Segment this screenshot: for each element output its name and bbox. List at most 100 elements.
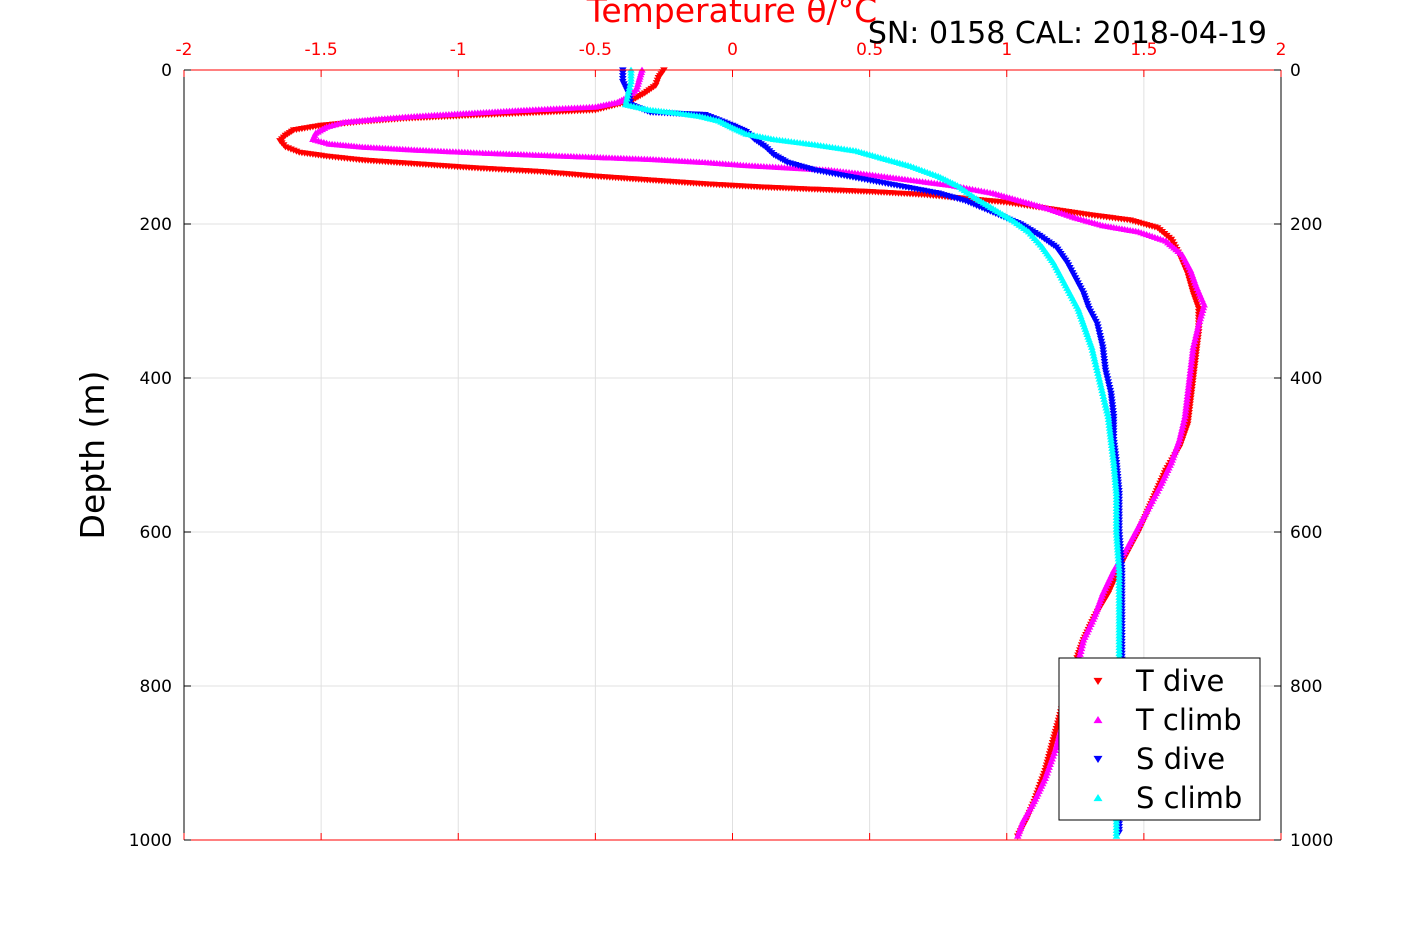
data-point xyxy=(1109,459,1118,466)
data-point xyxy=(623,92,632,99)
y-tick-label-left: 1000 xyxy=(129,831,172,851)
data-point xyxy=(1110,464,1119,471)
data-point xyxy=(1112,487,1121,494)
data-point xyxy=(1079,636,1088,643)
x-tick-label: -2 xyxy=(176,40,193,60)
data-point xyxy=(1112,531,1121,538)
legend-label: T climb xyxy=(1135,703,1242,737)
y-tick-label-right: 1000 xyxy=(1290,831,1333,851)
data-point xyxy=(1093,366,1102,373)
data-point xyxy=(1189,346,1197,353)
data-point xyxy=(1112,528,1121,535)
data-point xyxy=(1113,546,1122,553)
data-point xyxy=(1094,372,1103,379)
data-point xyxy=(1112,484,1120,491)
data-point xyxy=(1078,642,1086,649)
data-point xyxy=(1100,398,1109,405)
data-point xyxy=(623,95,631,102)
data-point xyxy=(1191,335,1200,342)
data-point xyxy=(1090,352,1098,359)
data-point xyxy=(1092,361,1100,368)
data-point xyxy=(1111,473,1119,480)
data-point xyxy=(1104,413,1113,420)
data-point xyxy=(1113,543,1122,550)
y-tick-label-left: 800 xyxy=(140,677,172,697)
data-point xyxy=(1114,549,1122,556)
legend-label: S dive xyxy=(1136,742,1225,776)
data-point xyxy=(1177,427,1186,434)
data-point xyxy=(1113,537,1121,544)
data-point xyxy=(1092,363,1101,371)
data-point xyxy=(1108,444,1116,451)
data-point xyxy=(1178,424,1187,431)
data-point xyxy=(1106,430,1115,437)
y-tick-label-right: 400 xyxy=(1290,369,1322,389)
data-point xyxy=(1013,832,1022,839)
x-axis-title: Temperature θ/°C xyxy=(586,0,877,30)
data-point xyxy=(1115,564,1123,571)
data-point xyxy=(1090,355,1099,362)
y-tick-label-left: 200 xyxy=(140,215,172,235)
data-point xyxy=(1182,404,1190,411)
data-point xyxy=(1107,439,1116,446)
data-point xyxy=(1186,372,1194,379)
data-point xyxy=(1109,456,1118,463)
data-point xyxy=(1095,375,1104,382)
y-axis-title: Depth (m) xyxy=(73,371,112,540)
data-series xyxy=(276,66,1209,840)
y-tick-label-right: 200 xyxy=(1290,215,1322,235)
legend-marker xyxy=(1093,715,1103,724)
data-point xyxy=(1194,323,1202,330)
x-tick-label: 1.5 xyxy=(1130,40,1157,60)
data-point xyxy=(1185,378,1193,385)
calibration-annotation: SN: 0158 CAL: 2018-04-19 xyxy=(868,16,1267,51)
data-point xyxy=(1097,384,1106,391)
legend-marker xyxy=(1093,755,1103,764)
data-point xyxy=(1184,384,1193,391)
data-point xyxy=(624,89,633,96)
data-point xyxy=(1110,467,1119,474)
data-point xyxy=(1106,427,1114,434)
legend-marker xyxy=(1093,677,1103,686)
x-tick-label: 0 xyxy=(727,40,738,60)
x-tick-label: 1 xyxy=(1001,40,1012,60)
legend-marker xyxy=(1093,793,1103,802)
data-point xyxy=(1101,401,1110,408)
data-point xyxy=(1111,478,1120,485)
y-tick-label-left: 0 xyxy=(161,61,172,81)
data-point xyxy=(1105,421,1114,428)
data-point xyxy=(625,83,634,90)
data-point xyxy=(1098,389,1107,397)
data-point xyxy=(1096,381,1105,388)
y-tick-label-left: 400 xyxy=(140,369,172,389)
data-point xyxy=(1089,349,1097,356)
data-point xyxy=(627,78,635,85)
data-point xyxy=(1183,395,1191,402)
data-point xyxy=(1077,645,1086,652)
data-point xyxy=(1187,358,1196,365)
data-point xyxy=(1076,650,1084,657)
data-point xyxy=(1188,352,1197,359)
legend-box xyxy=(1058,657,1261,821)
data-point xyxy=(1193,326,1202,333)
data-point xyxy=(1185,375,1194,382)
data-point xyxy=(1076,647,1085,655)
data-point xyxy=(1079,639,1087,646)
x-tick-label: 0.5 xyxy=(856,40,883,60)
data-point xyxy=(1105,424,1114,431)
data-point xyxy=(1192,329,1201,336)
data-point xyxy=(1177,430,1185,437)
data-point xyxy=(1182,398,1191,405)
x-tick-label: -1.5 xyxy=(305,40,338,60)
data-point xyxy=(1102,404,1110,411)
data-point xyxy=(1186,366,1195,373)
data-point xyxy=(1190,340,1198,347)
data-point xyxy=(1087,343,1096,350)
data-point xyxy=(1182,401,1191,408)
data-point xyxy=(1108,450,1117,457)
data-point xyxy=(1109,453,1117,460)
data-point xyxy=(1114,561,1123,568)
data-point xyxy=(1179,418,1188,425)
data-point xyxy=(1104,415,1113,423)
